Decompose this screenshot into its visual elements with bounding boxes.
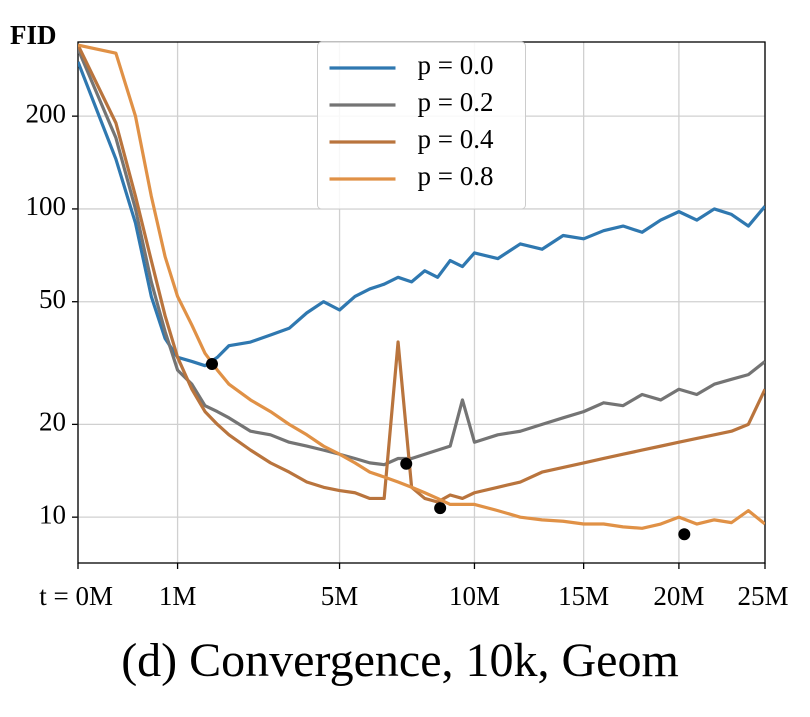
x-tick-label: t = 0M [39, 581, 113, 611]
marker-point [205, 357, 218, 370]
y-axis-label: FID [10, 20, 57, 50]
x-tick-label: 15M [558, 581, 609, 611]
x-tick-label: 25M [737, 581, 788, 611]
marker-point [400, 457, 413, 470]
y-tick-label: 100 [26, 191, 67, 221]
legend-label: p = 0.0 [418, 50, 494, 80]
legend-label: p = 0.4 [418, 124, 494, 154]
x-tick-label: 20M [653, 581, 704, 611]
series-line [78, 48, 765, 467]
x-tick-label: 5M [321, 581, 359, 611]
marker-point [434, 502, 447, 515]
series-line [78, 61, 765, 368]
x-tick-label: 1M [159, 581, 197, 611]
y-tick-label: 200 [26, 98, 67, 128]
series-line [78, 43, 765, 530]
legend-label: p = 0.8 [418, 161, 494, 191]
caption: (d) Convergence, 10k, Geom [121, 634, 679, 687]
marker-point [678, 528, 691, 541]
x-tick-label: 10M [449, 581, 500, 611]
y-tick-label: 50 [39, 284, 66, 314]
y-tick-label: 20 [39, 407, 66, 437]
legend-label: p = 0.2 [418, 87, 494, 117]
y-tick-label: 10 [39, 499, 66, 529]
legend-box [317, 41, 526, 210]
